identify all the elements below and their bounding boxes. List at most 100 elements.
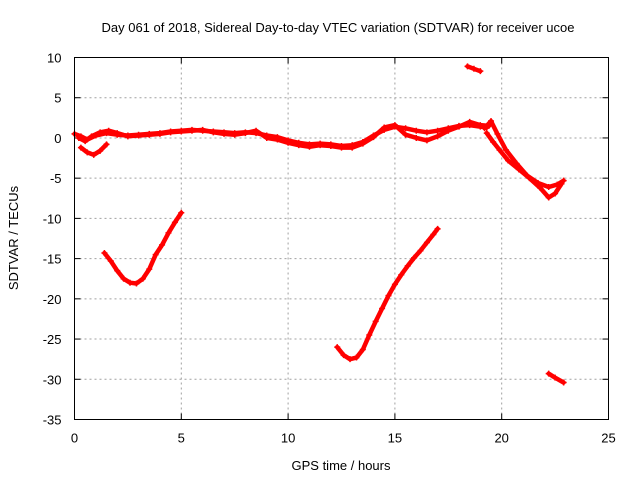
data-point-main-a [413, 127, 420, 134]
data-point-arc-2 [411, 254, 418, 261]
series-group [71, 63, 567, 386]
data-point-main-b [391, 122, 398, 129]
data-point-main-b [135, 132, 142, 139]
data-point-arc-1 [120, 275, 127, 282]
chart-title: Day 061 of 2018, Sidereal Day-to-day VTE… [101, 20, 574, 35]
data-point-main-b [306, 143, 313, 150]
data-point-arc-2 [434, 225, 441, 232]
data-point-arc-2 [379, 305, 386, 312]
data-point-end-b [505, 157, 512, 164]
data-point-main-b [455, 123, 462, 130]
data-point-dip-start [103, 141, 110, 148]
data-point-main-b [146, 131, 153, 138]
y-tick-label: -15 [43, 252, 62, 267]
data-point-end-b [526, 175, 533, 182]
data-point-end-b [483, 130, 490, 137]
y-tick-label: 5 [54, 91, 61, 106]
data-point-fragment-top [477, 68, 484, 75]
data-point-end-a [560, 177, 567, 184]
series-arc-1 [102, 210, 184, 286]
grid [74, 57, 609, 420]
data-point-arc-2 [398, 271, 405, 278]
data-point-main-b [253, 127, 260, 134]
y-tick-label: -10 [43, 211, 62, 226]
data-point-arc-1 [171, 219, 178, 226]
data-point-arc-2 [391, 281, 398, 288]
data-point-main-a [402, 125, 409, 132]
data-point-end-a [545, 184, 552, 191]
data-point-end-b [515, 166, 522, 173]
x-tick-label: 20 [494, 431, 508, 446]
data-point-main-b [199, 126, 206, 133]
y-tick-label: -20 [43, 292, 62, 307]
data-point-end-b [552, 190, 559, 197]
data-point-main-b [210, 129, 217, 136]
data-point-dip-start [84, 149, 91, 156]
data-point-arc-1 [127, 279, 134, 286]
data-point-end-a [494, 130, 501, 137]
y-tick-label: -35 [43, 413, 62, 428]
data-point-end-a [488, 118, 495, 125]
x-tick-label: 5 [178, 431, 185, 446]
x-tick-label: 10 [281, 431, 295, 446]
data-point-main-b [242, 130, 249, 137]
data-point-arc-2 [385, 292, 392, 299]
data-point-dip-start [97, 147, 104, 154]
data-point-arc-2 [430, 231, 437, 238]
data-point-main-b [167, 129, 174, 136]
data-point-fragment-bottom [560, 379, 567, 386]
x-tick-label: 25 [601, 431, 615, 446]
data-point-fragment-bottom [552, 374, 559, 381]
data-point-arc-2 [347, 356, 354, 363]
data-point-main-b [274, 136, 281, 143]
data-point-main-b [402, 131, 409, 138]
data-point-main-b [285, 139, 292, 146]
data-point-arc-2 [417, 247, 424, 254]
data-point-arc-1 [159, 241, 166, 248]
data-point-main-b [75, 134, 82, 141]
data-point-arc-2 [334, 344, 341, 351]
data-point-fragment-bottom [545, 370, 552, 377]
y-tick-label: -30 [43, 372, 62, 387]
axis-ticks [74, 57, 609, 420]
data-point-arc-1 [101, 249, 108, 256]
data-point-fragment-top [470, 65, 477, 72]
data-point-main-b [349, 144, 356, 151]
data-point-main-b [327, 142, 334, 149]
data-point-main-b [114, 130, 121, 137]
data-point-main-b [370, 134, 377, 141]
x-tick-label: 0 [71, 431, 78, 446]
data-point-main-b [477, 122, 484, 129]
data-point-main-b [178, 128, 185, 135]
data-point-main-b [466, 118, 473, 125]
y-tick-label: -25 [43, 332, 62, 347]
data-point-arc-1 [114, 267, 121, 274]
data-point-main-b [338, 144, 345, 151]
data-point-arc-2 [340, 352, 347, 359]
data-point-arc-1 [139, 275, 146, 282]
data-point-arc-2 [366, 332, 373, 339]
series-arc-2 [334, 226, 440, 362]
data-point-end-b [496, 147, 503, 154]
data-point-arc-1 [107, 258, 114, 265]
data-point-main-b [295, 142, 302, 149]
data-point-main-b [105, 127, 112, 134]
data-point-main-b [317, 142, 324, 149]
data-point-main-b [188, 127, 195, 134]
y-tick-label: -5 [50, 171, 62, 186]
series-end-a [482, 118, 566, 190]
data-point-arc-2 [353, 354, 360, 361]
x-tick-labels: 0 5 10 15 20 25 [71, 431, 616, 446]
data-point-arc-1 [178, 209, 185, 216]
y-tick-label: 0 [54, 131, 61, 146]
data-point-main-b [231, 131, 238, 138]
data-point-end-b [545, 194, 552, 201]
data-point-end-b [558, 180, 565, 187]
data-point-end-a [481, 125, 488, 132]
data-point-fragment-top [464, 63, 471, 70]
y-tick-labels: 10 5 0 -5 -10 -15 -20 -25 -30 -35 [43, 51, 62, 428]
x-axis-label: GPS time / hours [292, 458, 391, 473]
data-point-arc-2 [372, 318, 379, 325]
data-point-dip-start [90, 151, 97, 158]
data-point-end-b [537, 184, 544, 191]
